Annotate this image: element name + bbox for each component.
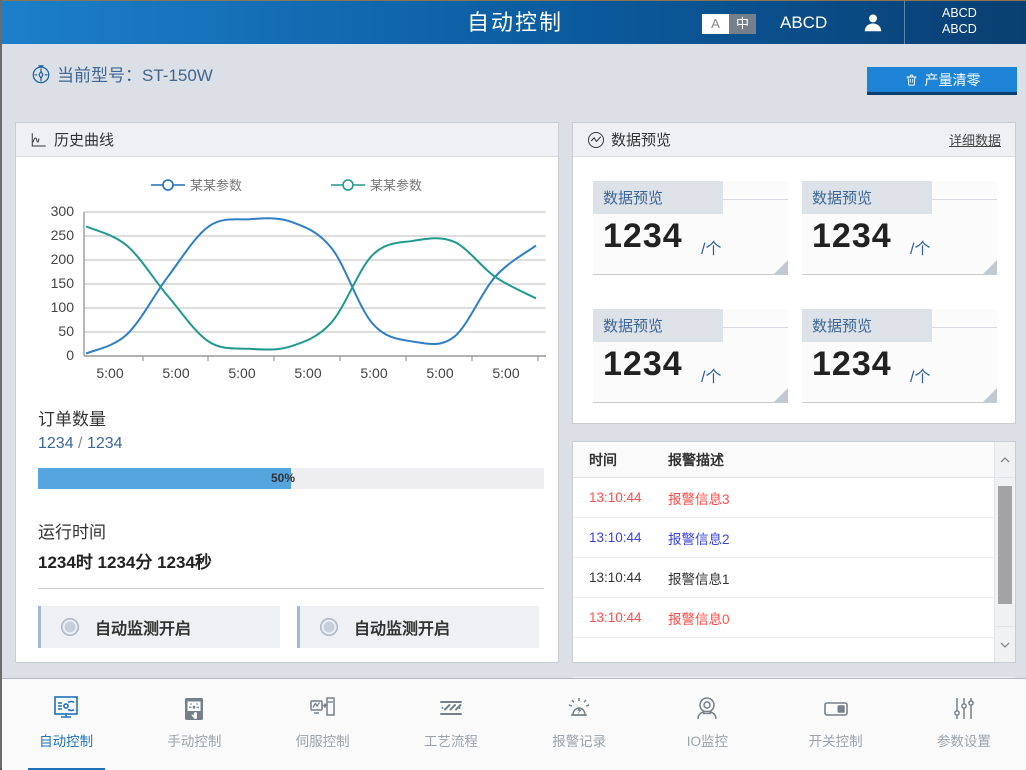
- svg-text:100: 100: [51, 299, 75, 315]
- svg-text:5:00: 5:00: [492, 365, 519, 381]
- svg-text:50: 50: [58, 323, 74, 339]
- svg-text:200: 200: [51, 251, 75, 267]
- svg-text:0: 0: [66, 347, 74, 363]
- svg-text:5:00: 5:00: [426, 365, 453, 381]
- svg-text:5:00: 5:00: [162, 365, 189, 381]
- svg-text:300: 300: [51, 203, 75, 219]
- svg-text:5:00: 5:00: [360, 365, 387, 381]
- svg-text:150: 150: [51, 275, 75, 291]
- svg-text:5:00: 5:00: [228, 365, 255, 381]
- svg-text:5:00: 5:00: [294, 365, 321, 381]
- svg-text:250: 250: [51, 227, 75, 243]
- svg-text:5:00: 5:00: [96, 365, 123, 381]
